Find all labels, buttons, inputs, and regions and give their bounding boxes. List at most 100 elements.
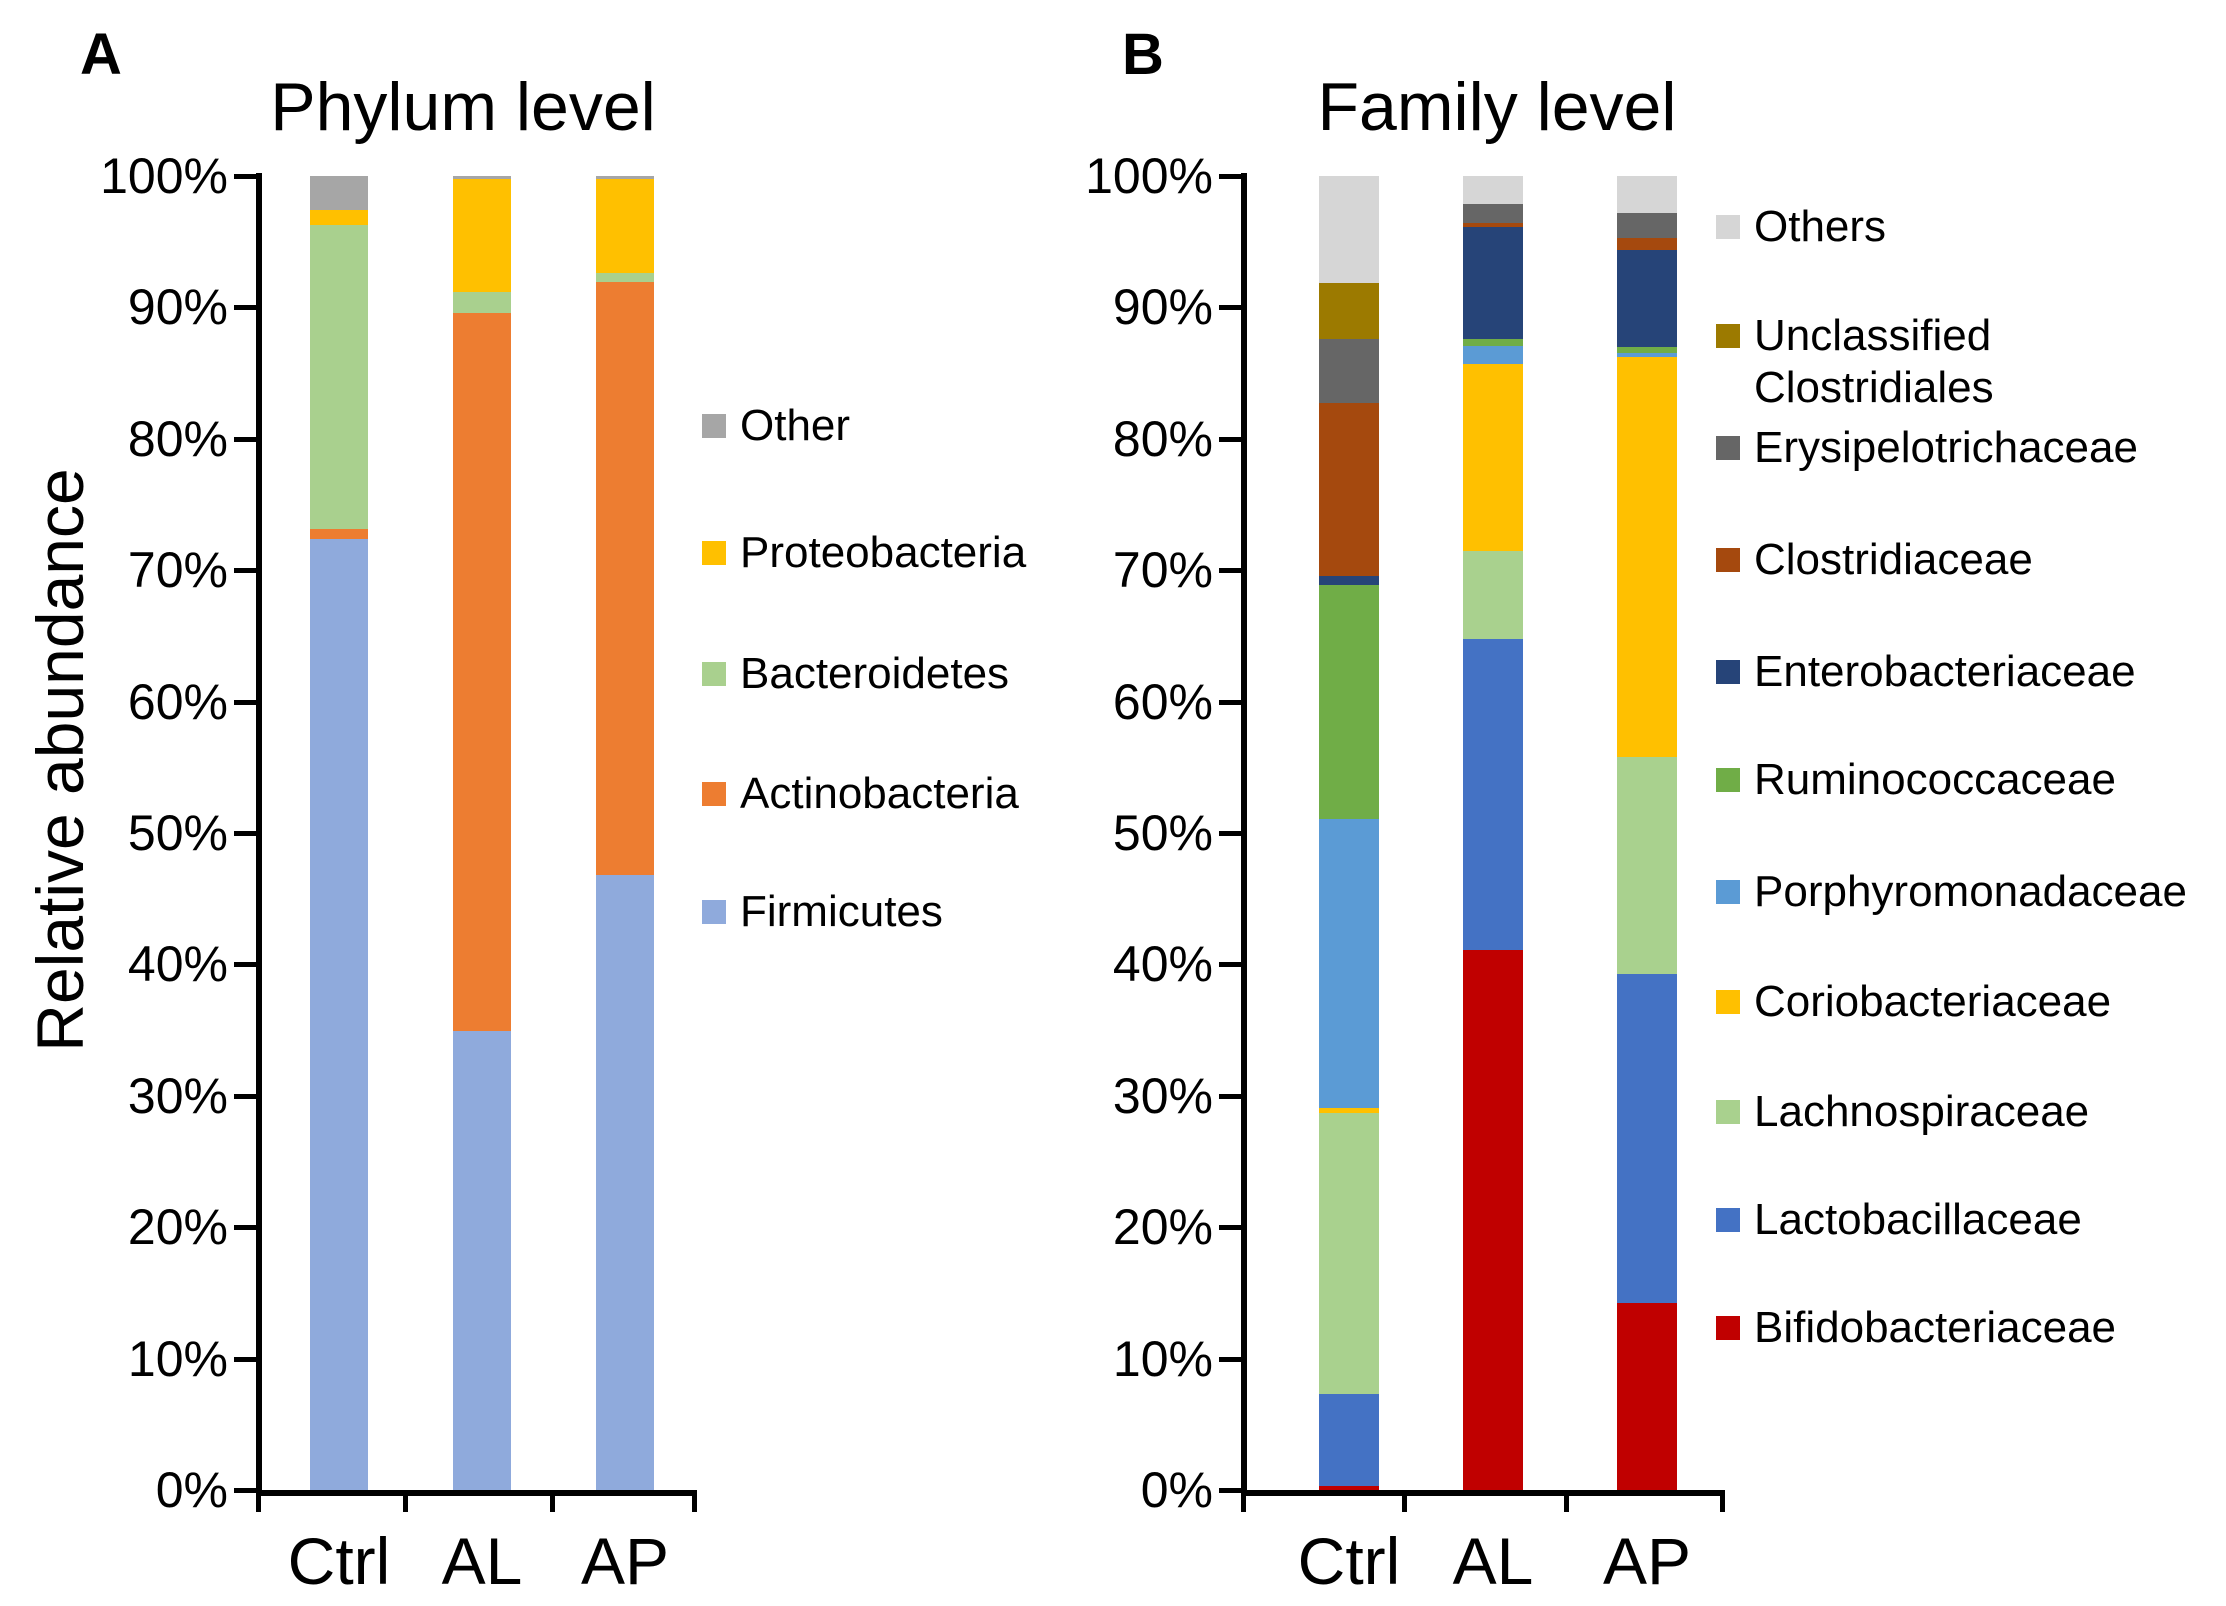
bar-segment-al-bacteroidetes (453, 291, 511, 313)
legend-label: Proteobacteria (740, 528, 1027, 577)
y-tick-label: 70% (1112, 542, 1213, 599)
bar-segment-al-enterobacteriaceae (1463, 227, 1523, 339)
x-tick (1720, 1496, 1725, 1512)
legend-label: Lachnospiraceae (1754, 1087, 2090, 1136)
y-tick (1219, 1488, 1241, 1493)
legend-swatch-actinobacteria (702, 782, 726, 806)
legend-item-proteobacteria: Proteobacteria (702, 526, 1200, 580)
legend-item-other: Other (702, 399, 1200, 453)
y-tick (1219, 568, 1241, 574)
bar-ctrl (1319, 176, 1379, 1490)
y-tick-label: 100% (1085, 148, 1213, 204)
bar-segment-ctrl-proteobacteria (310, 210, 368, 225)
y-tick (234, 1356, 256, 1362)
x-tick (1402, 1496, 1407, 1512)
y-tick-label: 20% (127, 1199, 228, 1256)
bar-segment-al-proteobacteria (453, 178, 511, 292)
bar-segment-al-coriobacteriaceae (1463, 363, 1523, 551)
x-axis (256, 1490, 697, 1496)
y-tick-label: 70% (127, 542, 228, 599)
legend-swatch-porphyromonadaceae (1716, 880, 1740, 904)
bar-segment-ctrl-bacteroidetes (310, 224, 368, 530)
y-tick-label: 40% (1112, 936, 1213, 993)
legend-label: Bifidobacteriaceae (1754, 1303, 2117, 1352)
y-tick (234, 1093, 256, 1099)
y-tick-label: 100% (100, 148, 228, 204)
y-tick-label: 30% (1112, 1067, 1213, 1124)
x-axis (1241, 1490, 1725, 1496)
bar-segment-ctrl-others (1319, 176, 1379, 283)
x-tick (692, 1496, 697, 1512)
panel-b-letter: B (1122, 22, 1164, 87)
y-tick (234, 174, 256, 179)
legend-swatch-unclassified-clostridiales (1716, 324, 1740, 348)
y-tick (1219, 1093, 1241, 1099)
legend-swatch-lactobacillaceae (1716, 1208, 1740, 1232)
legend-swatch-lachnospiraceae (1716, 1100, 1740, 1124)
bar-segment-ap-proteobacteria (596, 178, 654, 274)
legend-label: Bacteroidetes (740, 649, 1010, 698)
legend-swatch-others (1716, 215, 1740, 239)
legend-item-enterobacteriaceae: Enterobacteriaceae (1716, 645, 2226, 699)
x-tick (1241, 1496, 1246, 1512)
y-tick-label: 0% (155, 1462, 228, 1518)
legend-item-unclassified-clostridiales: Unclassified Clostridiales (1716, 309, 2226, 412)
panel-a-title: Phylum level (270, 69, 656, 145)
bar-segment-al-clostridiaceae (1463, 223, 1523, 228)
category-label-al: AL (1452, 1524, 1534, 1598)
bar-segment-ctrl-lactobacillaceae (1319, 1394, 1379, 1487)
y-tick (1219, 831, 1241, 836)
legend-item-lachnospiraceae: Lachnospiraceae (1716, 1085, 2226, 1139)
legend-item-clostridiaceae: Clostridiaceae (1716, 533, 2226, 587)
y-tick (1219, 305, 1241, 311)
legend-label: Lactobacillaceae (1754, 1195, 2082, 1244)
y-tick (1219, 699, 1241, 705)
bar-segment-ctrl-coriobacteriaceae (1319, 1107, 1379, 1113)
bar-segment-ap-other (596, 176, 654, 179)
bar-segment-ctrl-actinobacteria (310, 529, 368, 539)
legend-label: Actinobacteria (740, 769, 1019, 818)
legend-item-actinobacteria: Actinobacteria (702, 767, 1200, 821)
bar-segment-ap-erysipelotrichaceae (1617, 212, 1677, 238)
bar-segment-ap-bifidobacteriaceae (1617, 1303, 1677, 1490)
bar-segment-ctrl-enterobacteriaceae (1319, 575, 1379, 585)
y-axis (1241, 173, 1247, 1493)
bar-segment-ap-bacteroidetes (596, 273, 654, 283)
bar-segment-al-other (453, 176, 511, 179)
legend-item-lactobacillaceae: Lactobacillaceae (1716, 1193, 2226, 1247)
legend-swatch-erysipelotrichaceae (1716, 436, 1740, 460)
bar-segment-al-porphyromonadaceae (1463, 345, 1523, 364)
bar-segment-al-others (1463, 176, 1523, 204)
bar-al (453, 176, 511, 1490)
bar-segment-ctrl-other (310, 176, 368, 211)
bar-segment-ctrl-porphyromonadaceae (1319, 818, 1379, 1108)
legend-label: Other (740, 401, 851, 450)
y-tick (1219, 1225, 1241, 1231)
legend-item-erysipelotrichaceae: Erysipelotrichaceae (1716, 421, 2226, 475)
y-tick-label: 10% (1112, 1330, 1213, 1387)
legend-swatch-other (702, 414, 726, 438)
bar-segment-ap-enterobacteriaceae (1617, 249, 1677, 347)
y-tick-label: 50% (1112, 805, 1213, 861)
legend-item-ruminococcaceae: Ruminococcaceae (1716, 753, 2226, 807)
y-tick-label: 30% (127, 1067, 228, 1124)
bar-segment-ctrl-ruminococcaceae (1319, 584, 1379, 819)
bar-segment-al-erysipelotrichaceae (1463, 203, 1523, 224)
y-tick-label: 90% (1112, 279, 1213, 336)
bar-segment-ctrl-erysipelotrichaceae (1319, 339, 1379, 404)
y-tick (234, 1225, 256, 1231)
bar-segment-ap-lachnospiraceae (1617, 756, 1677, 974)
y-tick-label: 10% (127, 1330, 228, 1387)
legend-label: Others (1754, 202, 1887, 251)
y-tick (234, 436, 256, 442)
y-tick (234, 568, 256, 574)
bar-segment-al-actinobacteria (453, 312, 511, 1032)
bar-segment-ctrl-lachnospiraceae (1319, 1112, 1379, 1395)
legend-swatch-ruminococcaceae (1716, 768, 1740, 792)
category-label-ap: AP (580, 1524, 670, 1598)
y-tick (1219, 962, 1241, 968)
y-axis (256, 173, 262, 1493)
legend-swatch-clostridiaceae (1716, 548, 1740, 572)
x-tick (256, 1496, 261, 1512)
bar-al (1463, 176, 1523, 1490)
